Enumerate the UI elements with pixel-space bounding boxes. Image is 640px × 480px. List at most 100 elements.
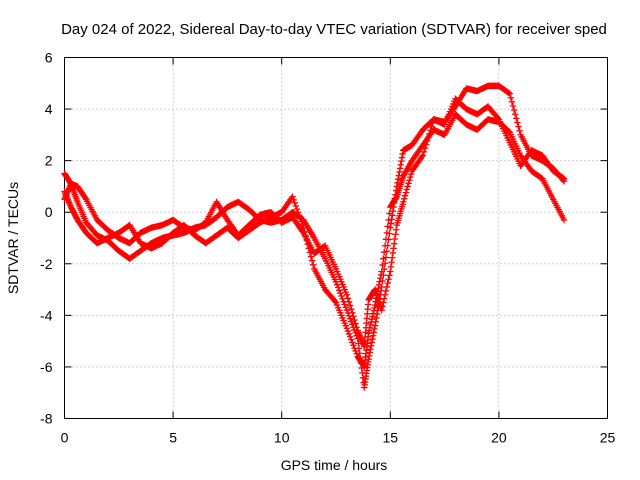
data-point: [400, 198, 407, 206]
data-point: [387, 268, 394, 275]
data-point: [379, 261, 386, 269]
plot-frame: [64, 57, 608, 419]
data-point: [390, 245, 397, 252]
data-point: [398, 154, 406, 161]
data-point: [289, 193, 296, 200]
data-point: [383, 229, 391, 237]
data-point: [381, 248, 388, 256]
data-point: [368, 316, 376, 323]
data-point: [293, 205, 301, 213]
data-point: [510, 106, 518, 114]
data-point: [371, 322, 379, 329]
data-point: [427, 127, 434, 134]
data-point: [391, 235, 399, 243]
data-point: [421, 145, 429, 152]
data-point: [422, 141, 430, 148]
data-point: [339, 295, 346, 303]
data-point: [341, 301, 348, 308]
data-point: [349, 339, 356, 346]
data-point: [338, 292, 345, 300]
data-point: [376, 278, 383, 285]
data-point: [405, 180, 412, 187]
series-trace-b: [61, 111, 568, 371]
x-tick-label: 20: [491, 430, 507, 446]
data-point: [385, 276, 392, 283]
data-point: [380, 255, 387, 262]
data-point: [403, 186, 411, 193]
data-point: [346, 302, 354, 309]
data-point: [345, 298, 353, 306]
data-point: [353, 324, 360, 331]
series-trace-c: [61, 95, 568, 350]
data-point: [366, 349, 374, 356]
data-point: [296, 215, 304, 222]
data-point: [419, 152, 427, 159]
data-point: [381, 291, 389, 298]
data-point: [514, 119, 521, 126]
data-point: [384, 223, 391, 230]
data-point: [511, 111, 519, 118]
data-point: [346, 315, 354, 322]
y-tick-label: -4: [40, 307, 53, 323]
data-point: [82, 194, 89, 202]
y-tick-label: -8: [40, 411, 53, 427]
data-point: [340, 298, 347, 305]
data-point: [513, 115, 520, 122]
data-point: [560, 216, 568, 224]
data-point: [343, 291, 351, 298]
data-point: [406, 177, 413, 184]
data-point: [386, 272, 393, 279]
data-point: [334, 284, 342, 291]
data-point: [420, 148, 428, 156]
data-point: [387, 220, 395, 227]
data-point: [386, 210, 393, 217]
data-point: [350, 313, 357, 320]
data-point: [336, 287, 343, 294]
data-point: [298, 218, 305, 225]
data-point: [371, 301, 379, 309]
y-tick-label: 0: [45, 204, 53, 220]
data-point: [424, 137, 431, 145]
x-tick-label: 10: [274, 430, 290, 446]
data-point: [379, 303, 386, 310]
data-point: [295, 212, 303, 219]
data-point: [343, 325, 351, 332]
data-point: [508, 98, 516, 106]
x-tick-label: 15: [383, 430, 399, 446]
data-point: [397, 161, 404, 168]
data-point: [509, 102, 517, 110]
data-point: [290, 196, 297, 204]
data-point: [426, 130, 433, 138]
data-point: [375, 285, 382, 292]
data-point: [337, 289, 344, 297]
data-point: [425, 134, 432, 141]
data-point: [381, 242, 389, 249]
y-tick-label: 2: [45, 153, 53, 169]
data-point: [353, 350, 360, 357]
data-point: [407, 170, 415, 178]
data-point: [375, 281, 383, 289]
data-point: [345, 330, 353, 338]
data-point: [342, 304, 349, 311]
x-tick-label: 5: [169, 430, 177, 446]
data-point: [404, 183, 411, 190]
data-point: [369, 310, 377, 317]
data-point: [378, 307, 385, 314]
y-tick-label: -2: [40, 256, 53, 272]
data-point: [346, 333, 354, 340]
data-point: [383, 283, 391, 291]
data-point: [384, 279, 391, 287]
data-point: [343, 307, 351, 314]
data-point: [348, 305, 355, 313]
data-point: [560, 175, 568, 182]
data-point: [428, 123, 435, 130]
data-point: [333, 281, 341, 288]
data-point: [381, 295, 388, 302]
data-point: [365, 330, 372, 337]
data-point: [308, 257, 316, 264]
data-point: [515, 123, 522, 130]
data-point: [369, 332, 377, 339]
data-point: [377, 275, 384, 282]
data-point: [392, 231, 399, 238]
